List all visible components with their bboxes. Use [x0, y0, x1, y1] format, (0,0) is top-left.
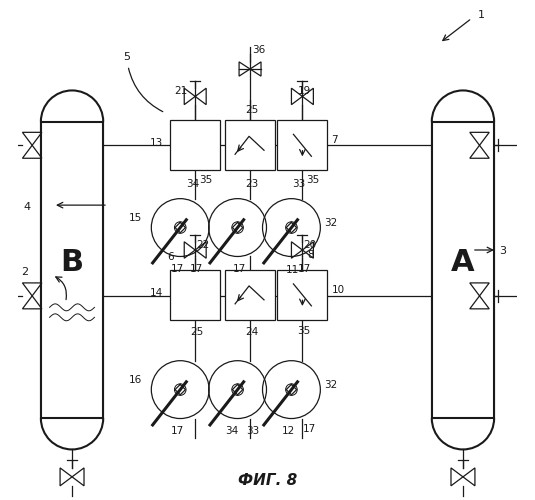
Text: 22: 22 — [196, 240, 209, 250]
Bar — [278, 120, 327, 170]
Text: 34: 34 — [225, 426, 239, 436]
Text: 2: 2 — [21, 268, 28, 278]
Text: 7: 7 — [331, 136, 338, 145]
Text: 11: 11 — [286, 266, 299, 276]
Text: A: A — [451, 248, 475, 278]
Bar — [225, 270, 275, 320]
Text: 36: 36 — [253, 44, 266, 54]
Text: 3: 3 — [499, 246, 506, 256]
Text: 17: 17 — [190, 264, 203, 274]
Text: 13: 13 — [150, 138, 163, 148]
Text: 14: 14 — [150, 288, 163, 298]
Text: 35: 35 — [297, 326, 311, 336]
Text: 17: 17 — [171, 426, 185, 436]
Text: 25: 25 — [190, 328, 203, 338]
Text: ФИГ. 8: ФИГ. 8 — [238, 474, 297, 488]
Bar — [41, 122, 103, 418]
Text: 33: 33 — [293, 179, 305, 189]
Text: 15: 15 — [129, 212, 142, 222]
Text: 4: 4 — [23, 202, 30, 211]
Bar — [278, 270, 327, 320]
Text: 16: 16 — [129, 374, 142, 384]
Text: 32: 32 — [324, 218, 338, 228]
Text: 19: 19 — [297, 86, 311, 97]
Text: 17: 17 — [302, 424, 316, 434]
Text: 6: 6 — [167, 252, 174, 262]
Text: 1: 1 — [478, 10, 485, 20]
Bar — [170, 120, 220, 170]
Text: 20: 20 — [303, 240, 317, 250]
Bar — [170, 270, 220, 320]
Text: 17: 17 — [171, 264, 185, 274]
Text: 12: 12 — [281, 426, 295, 436]
Text: 25: 25 — [245, 106, 258, 116]
Text: 35: 35 — [307, 175, 319, 185]
Text: 34: 34 — [186, 179, 200, 189]
Text: 21: 21 — [174, 86, 187, 97]
Text: 17: 17 — [233, 264, 246, 274]
Text: 10: 10 — [331, 285, 345, 295]
Text: B: B — [60, 248, 83, 278]
Text: 17: 17 — [297, 264, 311, 274]
Bar — [225, 120, 275, 170]
Text: 24: 24 — [245, 328, 258, 338]
Bar — [432, 122, 494, 418]
Text: 33: 33 — [247, 426, 260, 436]
Text: 5: 5 — [124, 52, 131, 62]
Text: 8: 8 — [308, 250, 314, 260]
Text: 35: 35 — [199, 175, 212, 185]
Text: 23: 23 — [245, 179, 258, 189]
Text: 32: 32 — [324, 380, 338, 390]
